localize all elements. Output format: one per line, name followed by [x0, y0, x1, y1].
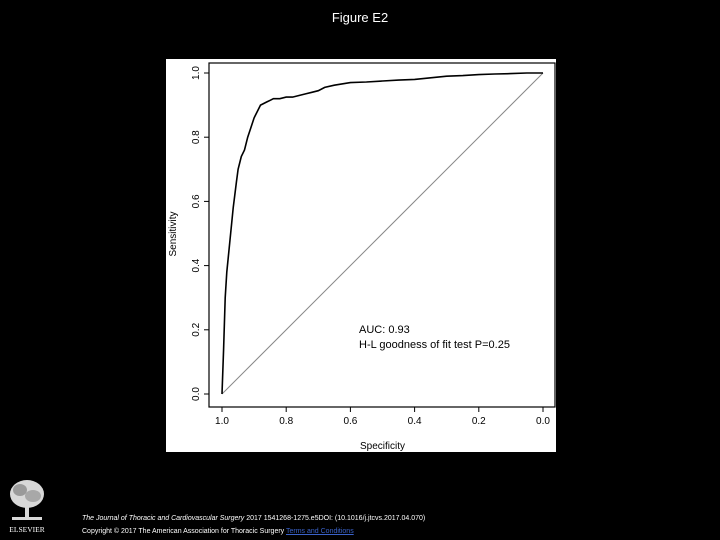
- y-tick-label: 0.4: [191, 258, 202, 272]
- x-axis: 1.0 0.8 0.6 0.4 0.2 0.0: [215, 407, 550, 427]
- citation-line: The Journal of Thoracic and Cardiovascul…: [82, 515, 425, 522]
- x-tick-label: 0.6: [343, 416, 357, 427]
- y-tick-label: 0.6: [191, 194, 202, 208]
- y-axis-label: Sensitivity: [168, 211, 179, 256]
- slide-title: Figure E2: [331, 10, 389, 25]
- x-tick-label: 0.8: [279, 416, 293, 427]
- roc-curve: [221, 72, 543, 395]
- y-tick-label: 1.0: [191, 66, 202, 80]
- journal-name: The Journal of Thoracic and Cardiovascul…: [82, 515, 245, 522]
- citation-text: 2017 1541268-1275.e5DOI: (10.1016/j.jtcv…: [244, 515, 426, 522]
- roc-chart: 1.0 0.8 0.6 0.4 0.2 0.0 0.0 0.2 0.4 0.6 0.8 1.0 Sp…: [168, 62, 556, 452]
- x-tick-label: 0.4: [408, 416, 422, 427]
- copyright-text: Copyright © 2017 The American Associatio…: [82, 528, 285, 535]
- auc-annotation: AUC: 0.93: [359, 324, 410, 336]
- terms-link[interactable]: Terms and Conditions: [286, 528, 354, 535]
- y-tick-label: 0.8: [191, 130, 202, 144]
- plot-frame: [208, 62, 556, 408]
- y-axis: 0.0 0.2 0.4 0.6 0.8 1.0: [191, 66, 209, 401]
- x-axis-label: Specificity: [360, 441, 405, 452]
- logo-wordmark: ELSEVIER: [9, 525, 44, 534]
- y-tick-label: 0.2: [191, 322, 202, 336]
- reference-diagonal: [221, 72, 544, 395]
- x-tick-label: 0.0: [536, 416, 550, 427]
- copyright-line: Copyright © 2017 The American Associatio…: [82, 528, 354, 535]
- y-tick-label: 0.0: [191, 387, 202, 401]
- elsevier-logo: ELSEVIER: [6, 477, 48, 535]
- x-tick-label: 1.0: [215, 416, 229, 427]
- roc-figure: 1.0 0.8 0.6 0.4 0.2 0.0 0.0 0.2 0.4 0.6 0.8 1.0 Sp…: [166, 59, 556, 452]
- hl-test-annotation: H-L goodness of fit test P=0.25: [359, 339, 510, 351]
- x-tick-label: 0.2: [472, 416, 486, 427]
